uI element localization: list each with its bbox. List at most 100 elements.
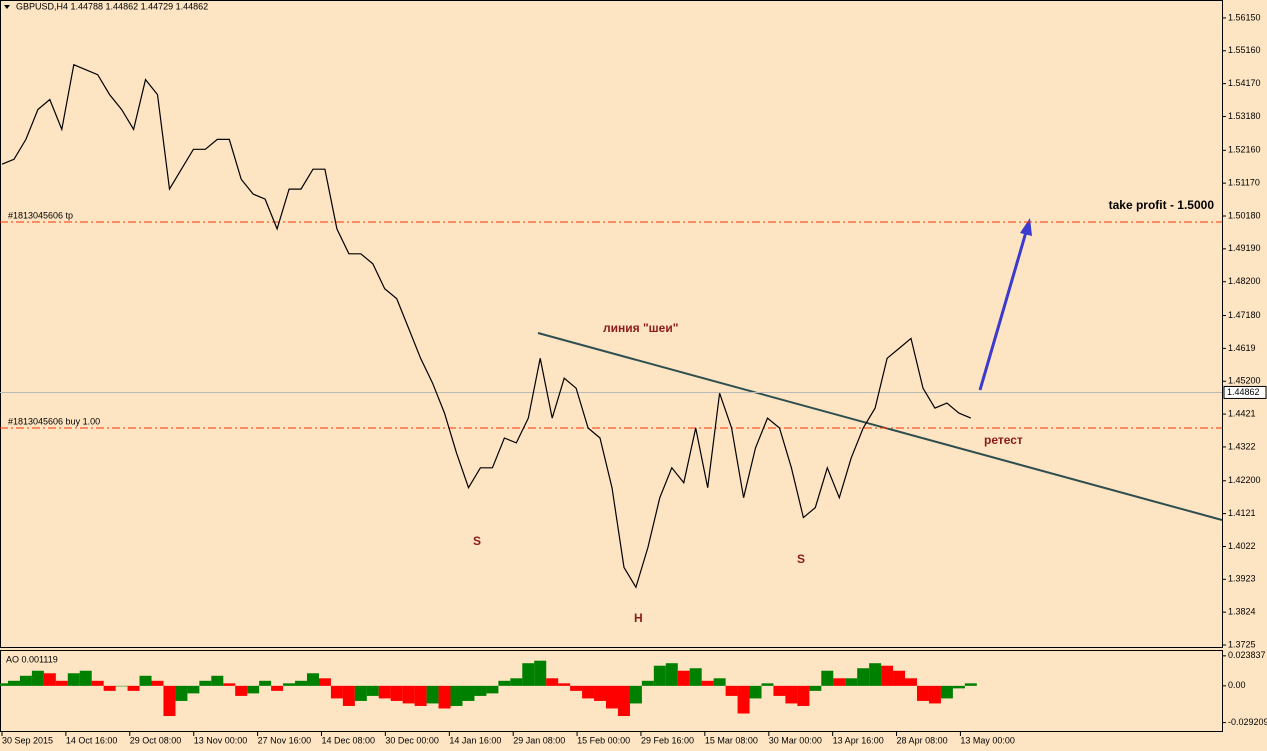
x-tick-label: 30 Mar 00:00 <box>769 735 822 745</box>
x-tick-label: 30 Dec 00:00 <box>385 735 439 745</box>
price-frame <box>0 0 1223 648</box>
price-line <box>1 63 972 589</box>
x-tick-label: 29 Feb 16:00 <box>641 735 694 745</box>
ao-bar <box>223 683 236 686</box>
ao-bar <box>187 685 200 694</box>
ao-bar <box>295 680 308 686</box>
ao-bar <box>928 685 941 704</box>
ao-bar <box>881 665 894 686</box>
ao-bar <box>474 685 487 696</box>
y-tick-label: 1.47180 <box>1228 310 1261 320</box>
ao-bar <box>342 685 355 706</box>
ao-bar <box>259 680 272 686</box>
ao-bar <box>247 685 260 694</box>
x-tick-label: 14 Oct 16:00 <box>66 735 118 745</box>
ao-bar <box>749 685 762 699</box>
y-tick-label: 1.4421 <box>1228 408 1256 418</box>
y-tick-label: 0.023837 <box>1228 650 1266 660</box>
ao-bar <box>785 685 798 704</box>
ao-bar <box>617 685 630 717</box>
y-tick-label: -0.029209 <box>1228 717 1267 727</box>
arrow-head <box>1020 218 1032 236</box>
x-tick-label: 15 Mar 08:00 <box>705 735 758 745</box>
ao-bar <box>713 678 726 686</box>
ao-bar <box>629 685 642 704</box>
y-tick-label: 1.56150 <box>1228 12 1261 22</box>
ao-bar <box>151 680 164 686</box>
ao-bar <box>869 663 882 686</box>
y-tick-label: 1.48200 <box>1228 276 1261 286</box>
last-price-box <box>1223 385 1267 399</box>
x-tick-label: 13 Nov 00:00 <box>194 735 248 745</box>
neckline <box>537 332 1223 521</box>
title-icon <box>4 5 10 9</box>
ao-bar <box>211 675 224 686</box>
ao-bar <box>139 675 152 686</box>
x-tick-label: 29 Oct 08:00 <box>130 735 182 745</box>
y-tick-label: 1.51170 <box>1228 178 1260 188</box>
ao-bar <box>546 678 559 686</box>
ao-frame <box>0 650 1223 732</box>
ao-bar <box>43 673 56 686</box>
ao-bar <box>510 678 523 686</box>
x-tick-label: 30 Sep 2015 <box>2 735 53 745</box>
ao-bar <box>641 680 654 686</box>
y-tick-label: 1.4322 <box>1228 441 1256 451</box>
ao-bar <box>797 685 810 706</box>
arrow <box>978 231 1028 391</box>
annotation: ретест <box>984 433 1023 447</box>
ao-bar <box>725 685 738 696</box>
x-tick-label: 14 Dec 08:00 <box>321 735 375 745</box>
ao-bar <box>354 685 367 701</box>
ao-bar <box>163 685 176 717</box>
ao-bar <box>952 685 965 689</box>
x-tick-label: 14 Jan 16:00 <box>449 735 501 745</box>
y-tick-label: 1.3725 <box>1228 639 1256 649</box>
annotation: S <box>797 552 805 566</box>
ao-bar <box>582 685 595 699</box>
ao-bar <box>498 680 511 686</box>
ao-bar <box>366 685 379 696</box>
annotation: линия "шеи" <box>603 321 678 335</box>
ao-bar <box>127 685 140 691</box>
ao-bar <box>378 685 391 699</box>
ao-bar <box>438 685 451 709</box>
ao-bar <box>940 685 953 699</box>
ao-bar <box>701 680 714 686</box>
ao-bar <box>964 683 977 686</box>
ao-bar <box>893 670 906 686</box>
y-tick-label: 1.50180 <box>1228 210 1261 220</box>
ao-bar <box>271 685 284 691</box>
y-tick-label: 1.4022 <box>1228 541 1256 551</box>
ao-bar <box>606 685 618 709</box>
y-tick-label: 1.4619 <box>1228 343 1256 353</box>
ao-title: AO 0.001119 <box>6 654 58 664</box>
y-tick-label: 0.00 <box>1228 680 1246 690</box>
ao-bar <box>79 670 92 686</box>
ao-bar <box>821 670 834 686</box>
ao-bar <box>175 685 188 701</box>
ao-bar <box>414 685 427 706</box>
y-tick-label: 1.54170 <box>1228 78 1261 88</box>
chart-title: GBPUSD,H4 1.44788 1.44862 1.44729 1.4486… <box>16 1 208 11</box>
ao-bar <box>809 685 822 691</box>
x-tick-label: 27 Nov 16:00 <box>258 735 312 745</box>
ao-bar <box>426 685 439 704</box>
ao-bar <box>486 685 499 694</box>
ao-bar <box>761 683 774 686</box>
annotation: S <box>473 534 481 548</box>
ao-bar <box>594 685 607 701</box>
ao-bar <box>905 678 918 686</box>
ao-bar <box>0 683 8 686</box>
last-price-label: 1.44862 <box>1227 387 1260 397</box>
ao-bar <box>570 685 583 691</box>
ao-bar <box>558 683 571 686</box>
ao-bar <box>235 685 248 696</box>
ao-bar <box>677 670 690 686</box>
y-tick-label: 1.42200 <box>1228 475 1261 485</box>
y-tick-label: 1.52160 <box>1228 145 1261 155</box>
x-tick-label: 13 May 00:00 <box>960 735 1015 745</box>
annotation: H <box>634 611 643 625</box>
